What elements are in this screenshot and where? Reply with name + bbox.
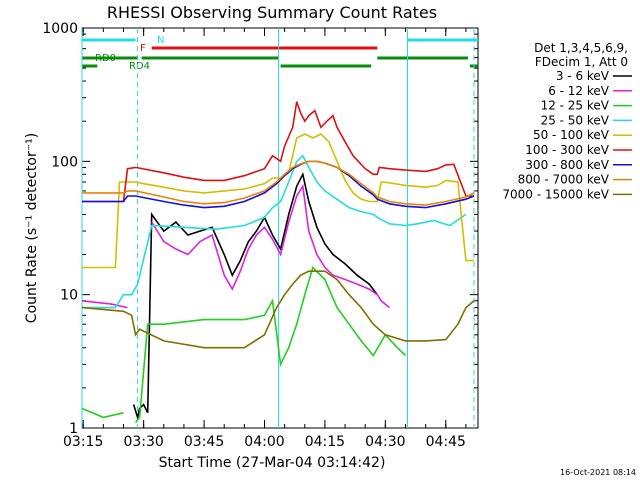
series-line-4	[82, 133, 474, 269]
y-tick-label: 100	[51, 154, 78, 170]
flag-group: NF RD0 RD4	[81, 28, 478, 428]
flag-label-rd0: RD0	[95, 53, 116, 64]
x-tick-label: 04:45	[426, 434, 466, 450]
legend-label: 25 - 50 keV	[541, 113, 610, 127]
x-axis-label: Start Time (27-Mar-04 03:14:42)	[159, 455, 386, 471]
series-line-7	[82, 160, 475, 206]
y-tick-label: 1000	[42, 21, 78, 37]
legend-label: 6 - 12 keV	[548, 84, 610, 98]
x-tick-label: 03:45	[184, 434, 224, 450]
flag-label-n: N	[157, 35, 164, 46]
series-line-3	[82, 154, 467, 309]
x-tick-label: 03:15	[63, 434, 103, 450]
legend-label: 800 - 7000 keV	[518, 173, 610, 187]
legend-label: 100 - 300 keV	[525, 143, 609, 157]
series-line-2	[82, 265, 407, 423]
legend-header-line: Det 1,3,4,5,6,9,	[534, 41, 628, 55]
series-line-1	[82, 184, 390, 309]
series-line-5	[82, 101, 474, 203]
axes-group: 1 10 100 1000 03:15 03:30 03:45 04:00 04:15 04:30…	[42, 21, 479, 450]
legend-label: 300 - 800 keV	[525, 158, 609, 172]
legend-label: 50 - 100 keV	[533, 128, 610, 142]
legend-label: 3 - 6 keV	[556, 69, 610, 83]
series-line-8	[82, 270, 475, 349]
y-tick-label: 1	[69, 421, 78, 437]
flag-label-rd4: RD4	[129, 61, 150, 72]
x-tick-label: 04:15	[305, 434, 345, 450]
flag-label-f: F	[140, 43, 146, 54]
legend-label: 12 - 25 keV	[541, 99, 610, 113]
legend-label: 7000 - 15000 keV	[502, 187, 609, 201]
x-tick-label: 03:30	[123, 434, 163, 450]
x-tick-label: 04:30	[365, 434, 405, 450]
chart-title: RHESSI Observing Summary Count Rates	[107, 3, 437, 22]
series-group	[82, 101, 475, 423]
timestamp: 16-Oct-2021 08:14	[560, 468, 636, 477]
y-tick-label: 10	[60, 288, 78, 304]
y-axis-label: Count Rate (s⁻¹ detector⁻¹)	[24, 133, 40, 323]
legend-header-line: FDecim 1, Att 0	[535, 55, 628, 69]
legend: Det 1,3,4,5,6,9,FDecim 1, Att 03 - 6 keV…	[502, 41, 632, 201]
x-tick-label: 04:00	[244, 434, 284, 450]
series-line-0	[132, 171, 378, 421]
